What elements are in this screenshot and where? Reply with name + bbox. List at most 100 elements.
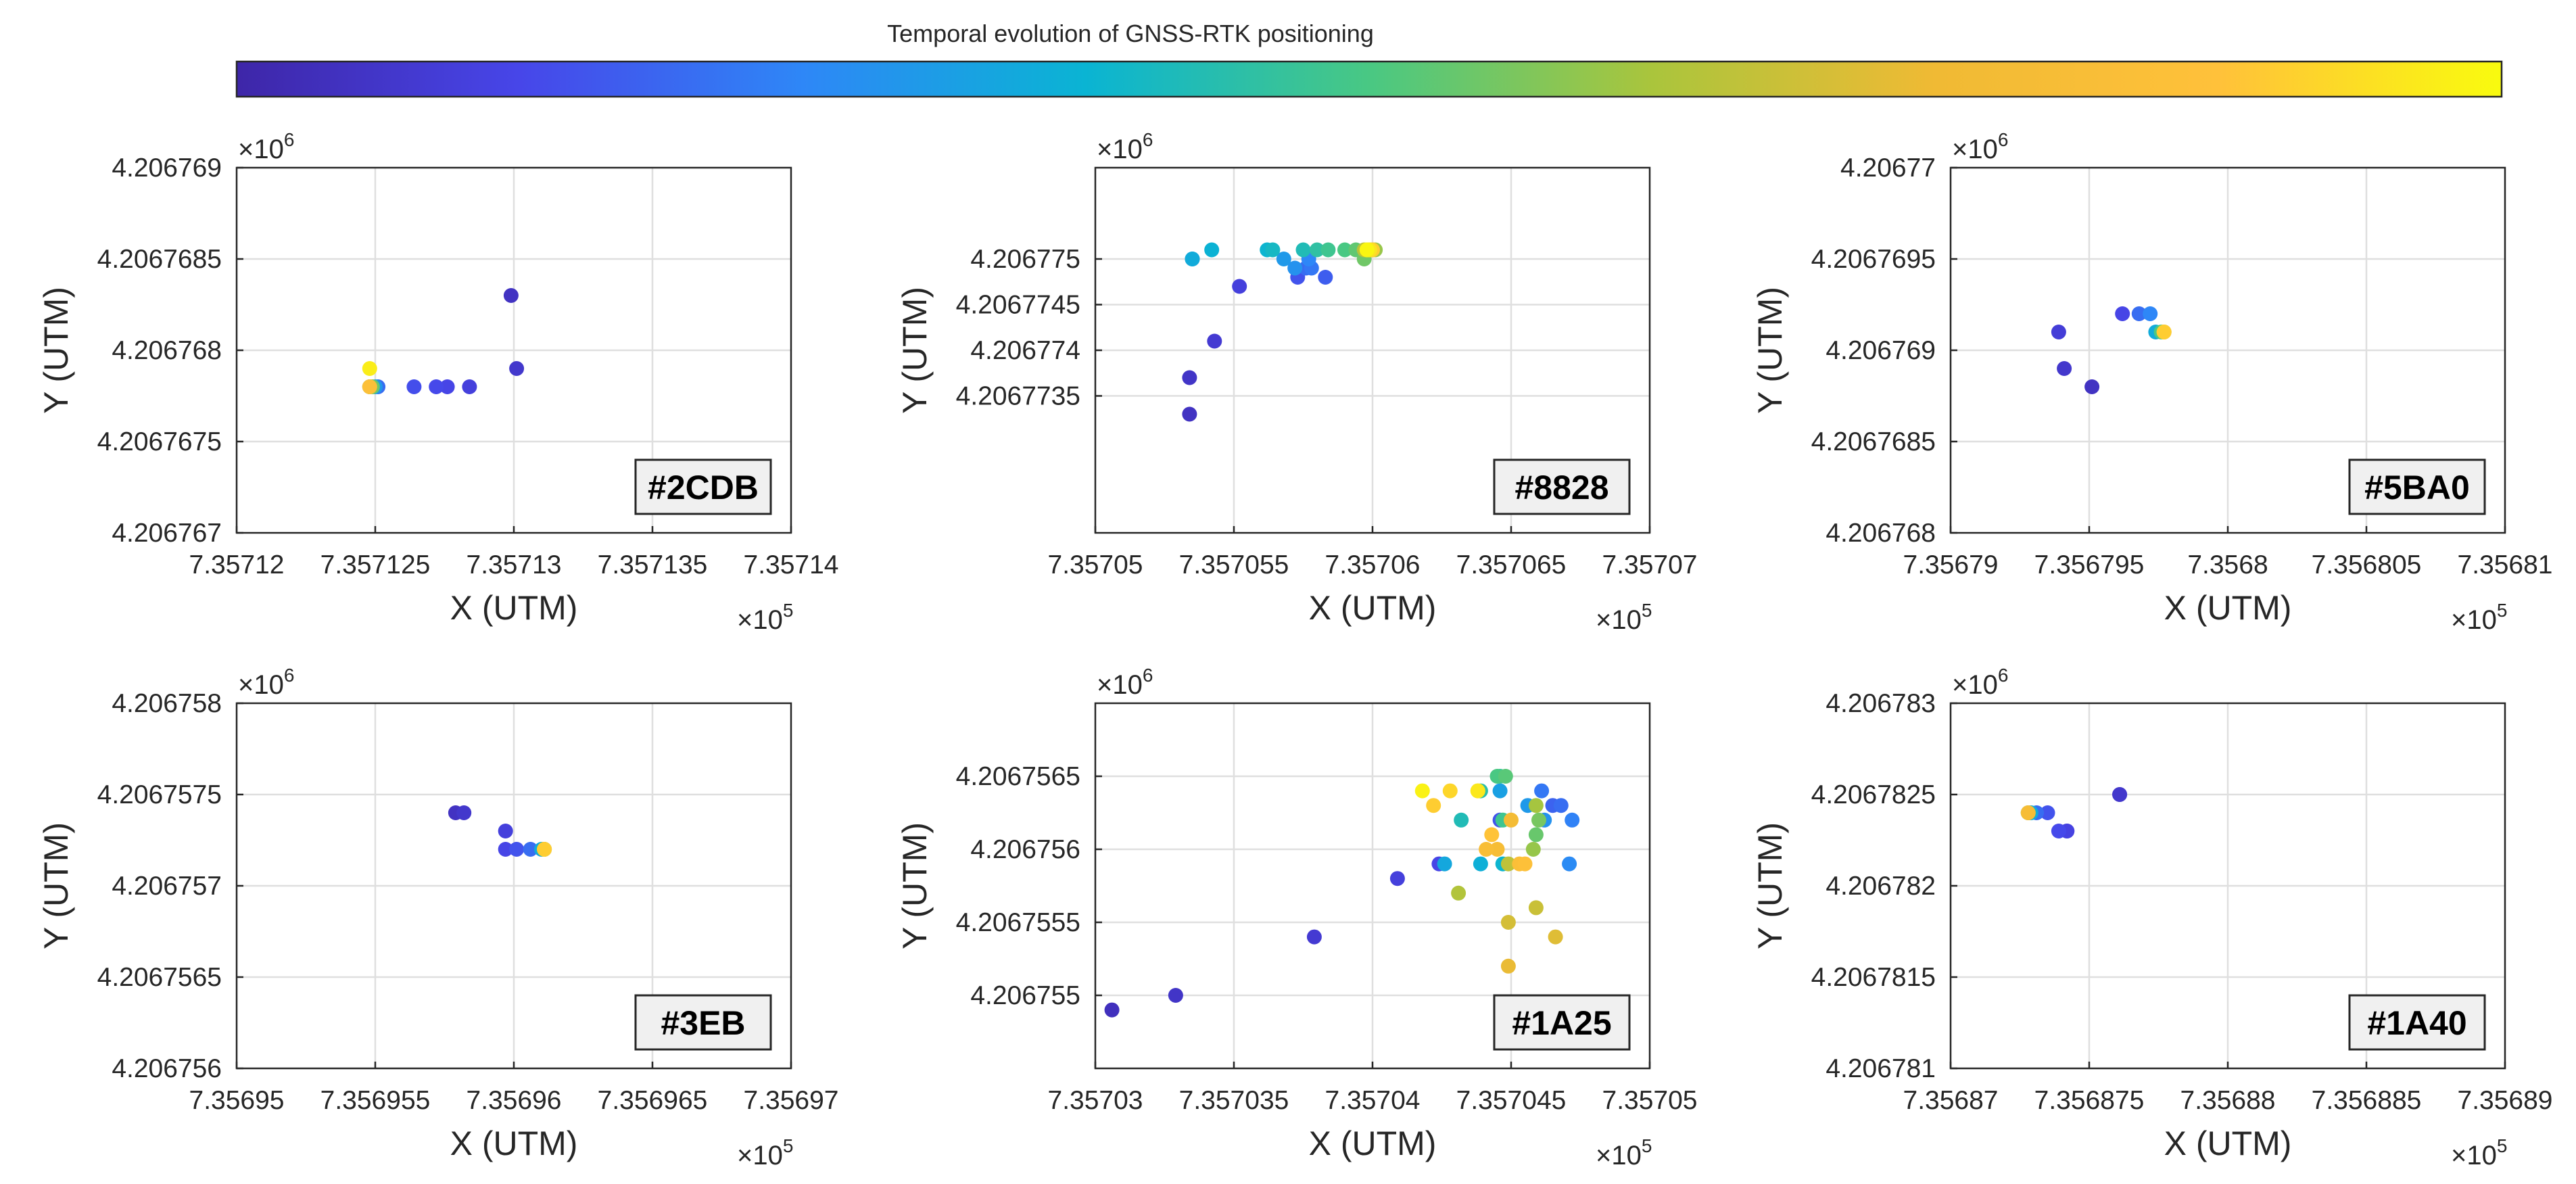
x-multiplier: ×105: [737, 600, 793, 635]
data-point: [1451, 885, 1466, 901]
colorbar-title: Temporal evolution of GNSS-RTK positioni…: [887, 20, 1374, 47]
data-point: [537, 842, 552, 857]
id-label: #3EB: [661, 1004, 745, 1042]
y-tick-label: 4.2067735: [956, 382, 1080, 411]
y-axis-label: Y (UTM): [37, 287, 75, 414]
y-multiplier-exp: 6: [1143, 665, 1153, 686]
axes-frame: [1094, 166, 1651, 534]
x-tick-label: 7.357045: [1456, 1086, 1567, 1115]
data-point: [1534, 783, 1550, 799]
y-tick-label: 4.206768: [112, 336, 222, 365]
y-multiplier-base: ×10: [238, 135, 284, 164]
x-multiplier-base: ×10: [1596, 605, 1642, 635]
y-tick-label: 4.2067565: [97, 963, 222, 992]
y-tick-label: 4.2067675: [97, 427, 222, 456]
x-axis-label: X (UTM): [450, 589, 578, 627]
y-tick-label: 4.2067695: [1811, 245, 1936, 274]
data-point: [2057, 361, 2072, 376]
x-multiplier-base: ×10: [737, 1141, 783, 1170]
y-multiplier-exp: 6: [284, 129, 295, 150]
y-tick-label: 4.20677: [1840, 153, 1936, 183]
data-point: [2020, 805, 2036, 820]
y-multiplier: ×106: [1097, 665, 1153, 700]
data-point: [1306, 929, 1322, 945]
x-axis-label: X (UTM): [450, 1124, 578, 1162]
data-point: [1168, 988, 1183, 1003]
data-point: [439, 379, 455, 394]
x-tick-label: 7.357055: [1179, 550, 1289, 579]
x-tick-label: 7.3568: [2187, 550, 2268, 579]
data-point: [1528, 900, 1544, 916]
y-multiplier: ×106: [1952, 129, 2008, 164]
data-point: [1498, 769, 1513, 784]
data-point: [1276, 252, 1291, 266]
data-point: [1337, 242, 1352, 258]
data-point: [1204, 242, 1220, 258]
x-tick-label: 7.35695: [189, 1086, 285, 1115]
x-tick-label: 7.35706: [1325, 550, 1421, 579]
axes-frame: [235, 702, 792, 1070]
axes-frame: [1949, 166, 2506, 534]
data-point: [2143, 306, 2158, 321]
data-point: [498, 824, 513, 838]
x-tick-label: 7.35687: [1903, 1086, 1999, 1115]
scatter-panel-1a40: 7.35687 7.356875 7.35688 7.356885 7.35689 4.2…: [1751, 665, 2552, 1170]
data-point: [1454, 812, 1469, 828]
colorbar-bar: [235, 60, 2503, 98]
data-point: [1185, 252, 1200, 266]
data-point: [1548, 929, 1563, 945]
data-point: [1500, 958, 1516, 974]
x-tick-label: 7.357135: [598, 550, 708, 579]
data-point: [2131, 306, 2147, 321]
y-tick-label: 4.2067685: [1811, 427, 1936, 456]
x-axis-label: X (UTM): [2164, 1124, 2292, 1162]
data-point: [1437, 856, 1452, 872]
data-point: [1528, 827, 1544, 843]
x-multiplier: ×105: [737, 1135, 793, 1170]
data-point: [2051, 824, 2066, 838]
data-point: [1232, 279, 1247, 294]
y-tick-label: 4.2067685: [97, 245, 222, 274]
x-multiplier-exp: 5: [1642, 1135, 1652, 1156]
y-multiplier-base: ×10: [1952, 135, 1998, 164]
x-multiplier-base: ×10: [2451, 605, 2497, 635]
y-tick-label: 4.206768: [1826, 519, 1936, 548]
y-tick-label: 4.206783: [1826, 689, 1936, 718]
y-multiplier: ×106: [1952, 665, 2008, 700]
data-point: [2040, 805, 2055, 820]
x-tick-label: 7.35714: [744, 550, 839, 579]
y-tick-label: 4.2067815: [1811, 963, 1936, 992]
data-point: [1318, 270, 1333, 285]
y-tick-label: 4.2067565: [956, 762, 1080, 791]
x-tick-label: 7.35689: [2458, 1086, 2553, 1115]
data-point: [2156, 325, 2172, 339]
id-label-box: [1493, 458, 1631, 515]
x-tick-label: 7.35705: [1048, 550, 1143, 579]
x-tick-label: 7.357035: [1179, 1086, 1289, 1115]
x-tick-label: 7.35696: [467, 1086, 562, 1115]
scatter-panel-2cdb: 7.35712 7.357125 7.35713 7.357135 7.35714 4.2…: [37, 129, 838, 635]
id-label: #8828: [1514, 469, 1608, 506]
id-label: #2CDB: [648, 469, 759, 506]
data-point: [456, 805, 472, 820]
scatter-panel-5ba0: 7.35679 7.356795 7.3568 7.356805 7.35681 4.20…: [1751, 129, 2552, 635]
data-point: [1182, 406, 1197, 422]
data-point: [1489, 842, 1505, 857]
y-tick-label: 4.2067575: [97, 780, 222, 809]
x-axis-label: X (UTM): [1309, 1124, 1437, 1162]
axes-frame: [1094, 702, 1651, 1070]
data-point: [509, 361, 525, 376]
x-tick-label: 7.357125: [320, 550, 431, 579]
scatter-panel-3eb: 7.35695 7.356955 7.35696 7.356965 7.35697 4.2…: [37, 665, 838, 1170]
y-multiplier-exp: 6: [284, 665, 295, 686]
x-tick-label: 7.35688: [2180, 1086, 2276, 1115]
x-multiplier-base: ×10: [2451, 1141, 2497, 1170]
data-point: [1517, 856, 1533, 872]
id-label: #1A25: [1512, 1004, 1611, 1042]
data-point: [1528, 798, 1544, 813]
x-multiplier-exp: 5: [783, 1135, 794, 1156]
scatter-panel-1a25: 7.35703 7.357035 7.35704 7.357045 7.35705 4.2…: [896, 665, 1697, 1170]
x-tick-label: 7.357065: [1456, 550, 1567, 579]
axes-frame: [235, 166, 792, 534]
